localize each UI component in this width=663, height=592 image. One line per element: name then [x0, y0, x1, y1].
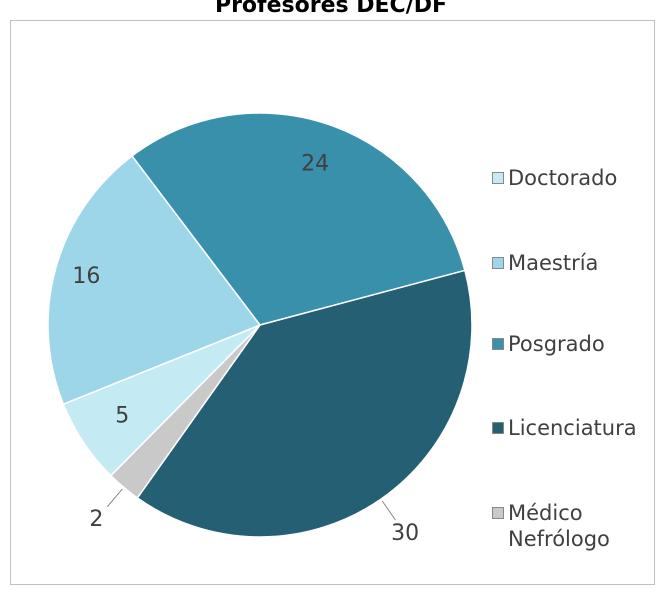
- legend-swatch: [492, 507, 504, 519]
- legend-label: Licenciatura: [508, 416, 637, 440]
- legend-swatch: [492, 422, 504, 434]
- legend-swatch: [492, 338, 504, 350]
- legend-label: Médico Nefrólogo: [508, 501, 610, 551]
- data-label: 2: [89, 507, 103, 532]
- legend-label: Maestría: [508, 251, 599, 275]
- leader-line: [106, 488, 123, 508]
- leader-line: [381, 500, 396, 521]
- legend-swatch: [492, 257, 504, 269]
- pie-slice: [109, 324, 261, 499]
- pie-slice: [131, 112, 466, 326]
- legend-entry: Médico Nefrólogo: [492, 500, 652, 552]
- data-label: 5: [115, 404, 129, 429]
- legend-entry: Posgrado: [492, 331, 652, 357]
- data-label: 30: [391, 521, 419, 546]
- legend-label: Doctorado: [508, 166, 618, 190]
- legend-entry: Licenciatura: [492, 415, 652, 441]
- chart-border: [10, 20, 655, 585]
- legend-entry: Maestría: [492, 250, 652, 276]
- pie-slice: [136, 269, 473, 538]
- data-label: 16: [72, 264, 100, 289]
- legend-label: Posgrado: [508, 332, 605, 356]
- legend-swatch: [492, 172, 504, 184]
- chart-title: Profesores DEC/DF: [215, 0, 447, 18]
- pie-slice: [47, 154, 262, 406]
- legend-entry: Doctorado: [492, 165, 652, 191]
- data-label: 24: [301, 152, 329, 177]
